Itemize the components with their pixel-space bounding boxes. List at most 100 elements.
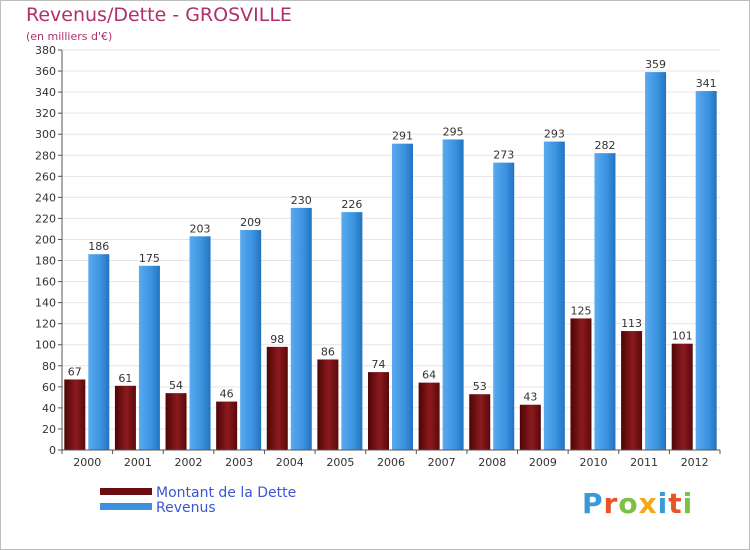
y-tick-label: 360 xyxy=(35,65,56,78)
bar-revenue xyxy=(645,72,667,451)
legend-item-debt: Montant de la Dette xyxy=(100,486,296,501)
data-label-revenue: 282 xyxy=(594,139,615,152)
logo-letter: r xyxy=(603,487,619,520)
bar-revenue xyxy=(189,236,211,450)
legend-label-debt: Montant de la Dette xyxy=(156,485,297,501)
y-tick-label: 60 xyxy=(42,381,56,394)
y-tick-label: 120 xyxy=(35,318,56,331)
bar-debt xyxy=(317,359,339,450)
logo-letter: i xyxy=(682,487,694,520)
y-tick-label: 320 xyxy=(35,107,56,120)
data-label-revenue: 226 xyxy=(341,198,362,211)
data-label-debt: 61 xyxy=(118,372,132,385)
legend-swatch-revenue xyxy=(100,503,152,510)
data-label-debt: 101 xyxy=(672,330,693,343)
data-labels: 67 186 61 175 54 203 46 209 98 230 86 226 74 291 64 295… xyxy=(68,58,717,404)
x-tick-label: 2011 xyxy=(630,456,658,469)
bar-revenue xyxy=(695,91,717,450)
data-label-revenue: 273 xyxy=(493,149,514,162)
data-label-debt: 113 xyxy=(621,317,642,330)
y-tick-label: 200 xyxy=(35,233,56,246)
x-tick-label: 2006 xyxy=(377,456,405,469)
legend: Montant de la Dette Revenus xyxy=(100,486,296,516)
bar-debt xyxy=(266,346,288,450)
x-tick-label: 2000 xyxy=(73,456,101,469)
y-tick-label: 380 xyxy=(35,44,56,57)
bar-debt xyxy=(570,318,592,450)
x-tick-label: 2012 xyxy=(681,456,709,469)
y-tick-label: 40 xyxy=(42,402,56,415)
legend-item-revenue: Revenus xyxy=(100,501,296,516)
data-label-revenue: 293 xyxy=(544,128,565,141)
y-tick-label: 180 xyxy=(35,255,56,268)
bar-revenue xyxy=(138,265,160,450)
y-tick-label: 100 xyxy=(35,339,56,352)
data-label-revenue: 230 xyxy=(291,194,312,207)
bar-revenue xyxy=(493,162,515,450)
data-label-revenue: 203 xyxy=(190,222,211,235)
y-tick-label: 80 xyxy=(42,360,56,373)
bar-debt xyxy=(368,372,389,450)
data-label-debt: 53 xyxy=(473,380,487,393)
y-tick-label: 20 xyxy=(42,423,56,436)
chart-subtitle: (en milliers d'€) xyxy=(26,30,113,43)
proxiti-logo: Proxiti xyxy=(582,487,693,520)
data-label-revenue: 186 xyxy=(88,240,109,253)
x-tick-label: 2008 xyxy=(478,456,506,469)
x-tick-label: 2005 xyxy=(326,456,354,469)
data-label-revenue: 209 xyxy=(240,216,261,229)
data-label-debt: 46 xyxy=(220,388,234,401)
y-tick-label: 220 xyxy=(35,212,56,225)
data-label-debt: 125 xyxy=(570,304,591,317)
bar-debt xyxy=(165,393,187,450)
y-tick-label: 280 xyxy=(35,149,56,162)
data-label-debt: 67 xyxy=(68,365,82,378)
logo-letter: P xyxy=(582,487,604,520)
data-label-debt: 64 xyxy=(422,369,436,382)
bar-revenue xyxy=(392,143,413,450)
y-tick-label: 0 xyxy=(49,444,56,457)
bar-debt xyxy=(469,394,491,450)
bar-revenue xyxy=(442,139,464,450)
x-tick-label: 2003 xyxy=(225,456,253,469)
x-tick-label: 2010 xyxy=(579,456,607,469)
axes: 0 20 40 60 80 100 120 140 160 180 200 220 240 260 280 3… xyxy=(35,44,721,469)
data-label-revenue: 175 xyxy=(139,252,160,265)
x-tick-label: 2004 xyxy=(276,456,304,469)
data-label-revenue: 359 xyxy=(645,58,666,71)
data-label-debt: 98 xyxy=(270,333,284,346)
data-label-debt: 74 xyxy=(372,358,386,371)
bar-debt xyxy=(671,343,693,450)
bar-debt xyxy=(418,382,440,450)
bar-debt xyxy=(621,331,643,450)
bar-revenue xyxy=(88,254,110,450)
bar-revenue xyxy=(543,141,565,450)
y-tick-label: 300 xyxy=(35,128,56,141)
logo-letter: o xyxy=(618,487,639,520)
data-label-revenue: 341 xyxy=(696,77,717,90)
bar-debt xyxy=(64,379,86,450)
data-label-debt: 54 xyxy=(169,379,183,392)
data-label-revenue: 291 xyxy=(392,130,413,143)
bar-revenue xyxy=(341,212,363,450)
bar-revenue xyxy=(594,153,616,450)
bar-debt xyxy=(519,404,541,450)
data-label-debt: 43 xyxy=(523,391,537,404)
y-tick-label: 240 xyxy=(35,191,56,204)
x-tick-label: 2009 xyxy=(529,456,557,469)
x-tick-label: 2001 xyxy=(124,456,152,469)
bar-revenue xyxy=(240,230,262,450)
x-tick-label: 2002 xyxy=(175,456,203,469)
data-label-revenue: 295 xyxy=(443,125,464,138)
y-tick-label: 160 xyxy=(35,276,56,289)
data-label-debt: 86 xyxy=(321,345,335,358)
logo-letter: i xyxy=(657,487,669,520)
y-tick-label: 340 xyxy=(35,86,56,99)
logo-letter: t xyxy=(668,487,683,520)
y-tick-label: 260 xyxy=(35,170,56,183)
bar-debt xyxy=(216,401,238,450)
x-tick-label: 2007 xyxy=(428,456,456,469)
chart-title: Revenus/Dette - GROSVILLE xyxy=(26,4,292,26)
bar-debt xyxy=(114,385,136,450)
